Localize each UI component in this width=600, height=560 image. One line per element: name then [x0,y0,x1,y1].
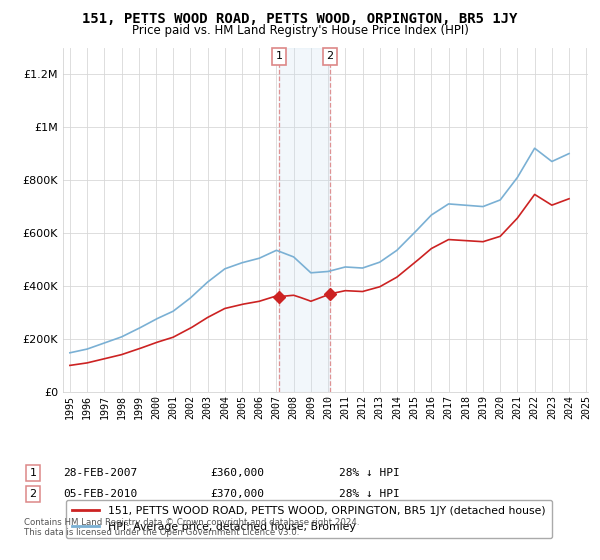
Text: £360,000: £360,000 [210,468,264,478]
Text: 28% ↓ HPI: 28% ↓ HPI [339,489,400,499]
Text: 151, PETTS WOOD ROAD, PETTS WOOD, ORPINGTON, BR5 1JY: 151, PETTS WOOD ROAD, PETTS WOOD, ORPING… [82,12,518,26]
Text: 2: 2 [326,51,333,61]
Text: Price paid vs. HM Land Registry's House Price Index (HPI): Price paid vs. HM Land Registry's House … [131,24,469,36]
Text: 28% ↓ HPI: 28% ↓ HPI [339,468,400,478]
Text: Contains HM Land Registry data © Crown copyright and database right 2024.
This d: Contains HM Land Registry data © Crown c… [24,518,359,538]
Text: £370,000: £370,000 [210,489,264,499]
Bar [279,48,329,392]
Text: 05-FEB-2010: 05-FEB-2010 [63,489,137,499]
Text: 1: 1 [29,468,37,478]
Text: 1: 1 [275,51,283,61]
Text: 28-FEB-2007: 28-FEB-2007 [63,468,137,478]
Text: 2: 2 [29,489,37,499]
Legend: 151, PETTS WOOD ROAD, PETTS WOOD, ORPINGTON, BR5 1JY (detached house), HPI: Aver: 151, PETTS WOOD ROAD, PETTS WOOD, ORPING… [66,500,552,538]
